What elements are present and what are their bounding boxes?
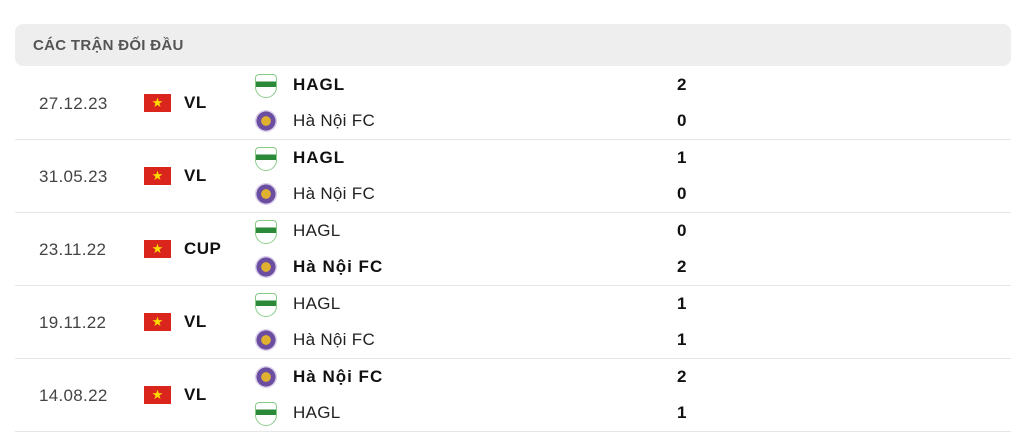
team-away: Hà Nội FC 2 [255,253,695,283]
team-score: 2 [677,367,687,386]
competition: VL [184,312,207,331]
team-logo-icon [255,293,277,317]
team-logo-icon [255,256,277,278]
vietnam-flag-icon: ★ [144,240,171,258]
match-date: 19.11.22 [39,313,107,332]
team-name: Hà Nội FC [293,330,376,349]
competition: VL [184,385,207,404]
match-row[interactable]: 19.11.22 ★ VL HAGL 1 Hà Nội FC 1 [15,285,1011,359]
match-date: 31.05.23 [39,167,108,186]
team-name: HAGL [293,221,341,240]
vietnam-flag-icon: ★ [144,313,171,331]
competition: VL [184,93,207,112]
match-row[interactable]: 14.08.22 ★ VL Hà Nội FC 2 HAGL 1 [15,358,1011,432]
team-name: Hà Nội FC [293,367,384,386]
team-score: 0 [677,221,687,240]
vietnam-flag-icon: ★ [144,94,171,112]
team-score: 0 [677,111,687,130]
team-away: Hà Nội FC 1 [255,326,695,356]
team-logo-icon [255,74,277,98]
match-date: 14.08.22 [39,386,108,405]
match-date: 27.12.23 [39,94,108,113]
team-logo-icon [255,110,277,132]
match-row[interactable]: 31.05.23 ★ VL HAGL 1 Hà Nội FC 0 [15,139,1011,213]
team-home: Hà Nội FC 2 [255,363,695,393]
section-title: CÁC TRẬN ĐỐI ĐẦU [33,37,184,54]
team-name: HAGL [293,294,341,313]
team-score: 1 [677,403,687,422]
team-home: HAGL 1 [255,144,695,174]
team-logo-icon [255,329,277,351]
team-away: Hà Nội FC 0 [255,107,695,137]
team-score: 0 [677,184,687,203]
team-name: HAGL [293,403,341,422]
team-name: Hà Nội FC [293,111,376,130]
team-score: 2 [677,257,687,276]
team-score: 1 [677,330,687,349]
team-name: Hà Nội FC [293,257,384,276]
team-logo-icon [255,220,277,244]
team-logo-icon [255,147,277,171]
team-score: 2 [677,75,687,94]
team-name: HAGL [293,75,346,94]
team-home: HAGL 0 [255,217,695,247]
competition: CUP [184,239,222,258]
team-name: HAGL [293,148,346,167]
section-header: CÁC TRẬN ĐỐI ĐẦU [15,24,1011,66]
team-logo-icon [255,366,277,388]
team-name: Hà Nội FC [293,184,376,203]
team-away: HAGL 1 [255,399,695,429]
team-home: HAGL 1 [255,290,695,320]
team-score: 1 [677,294,687,313]
team-away: Hà Nội FC 0 [255,180,695,210]
team-logo-icon [255,402,277,426]
match-date: 23.11.22 [39,240,107,259]
vietnam-flag-icon: ★ [144,167,171,185]
team-logo-icon [255,183,277,205]
competition: VL [184,166,207,185]
team-home: HAGL 2 [255,71,695,101]
match-row[interactable]: 23.11.22 ★ CUP HAGL 0 Hà Nội FC 2 [15,212,1011,286]
match-row[interactable]: 27.12.23 ★ VL HAGL 2 Hà Nội FC 0 [15,66,1011,140]
vietnam-flag-icon: ★ [144,386,171,404]
team-score: 1 [677,148,687,167]
